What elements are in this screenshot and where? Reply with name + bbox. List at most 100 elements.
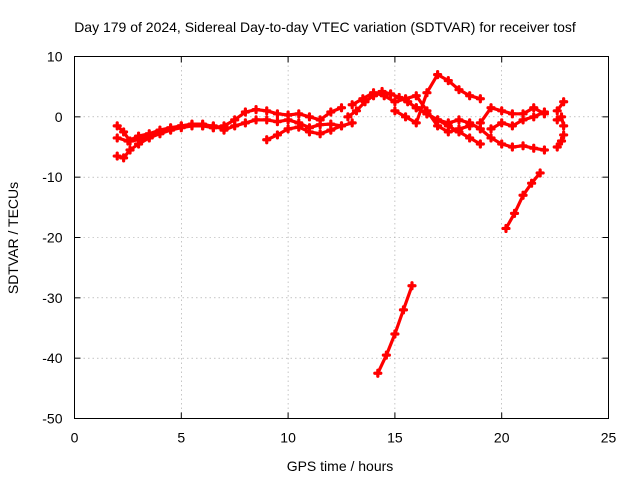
data-point (368, 88, 379, 98)
series-track-10 (411, 103, 550, 155)
series-track-12 (486, 107, 550, 134)
data-point (539, 145, 550, 155)
data-point (552, 106, 562, 116)
data-point (411, 118, 421, 128)
data-point (539, 107, 550, 117)
data-point (507, 142, 517, 152)
x-tick-label: 5 (177, 430, 185, 446)
data-point (315, 120, 325, 130)
data-point (501, 223, 511, 234)
y-tick-label: -50 (42, 411, 62, 427)
y-tick-label: 0 (55, 109, 63, 125)
data-point (535, 168, 545, 178)
data-point (497, 118, 507, 128)
data-point (433, 115, 443, 125)
data-point (336, 103, 347, 113)
data-point (272, 109, 283, 119)
y-tick-label: -10 (42, 169, 62, 185)
axis-ticks: 0 5 10 15 20 25 -50 -40 -30 -20 -10 0 10 (42, 49, 616, 446)
data-point (486, 103, 496, 113)
data-point (123, 136, 133, 146)
data-point (187, 120, 197, 130)
data-point (351, 106, 362, 116)
data-point (336, 121, 347, 131)
x-tick-label: 20 (494, 430, 510, 446)
data-point (347, 118, 357, 128)
data-point (527, 178, 537, 188)
data-point (262, 135, 272, 145)
data-point (559, 97, 569, 107)
data-point (119, 127, 129, 137)
y-axis-label: SDTVAR / TECUs (5, 182, 21, 294)
data-point (559, 121, 569, 131)
data-point (347, 100, 357, 110)
data-point (198, 121, 208, 131)
data-point (208, 123, 218, 133)
data-point (518, 115, 528, 125)
x-tick-label: 15 (387, 430, 403, 446)
data-point (552, 142, 562, 152)
data-point (556, 112, 567, 122)
data-point (358, 94, 368, 104)
series-track-3 (112, 120, 218, 146)
data-point (433, 70, 443, 80)
y-tick-label: -30 (42, 290, 62, 306)
data-point (529, 143, 539, 153)
data-point (373, 368, 383, 378)
data-point (251, 115, 261, 125)
data-point (422, 109, 432, 119)
data-point (443, 76, 453, 86)
data-point (326, 125, 336, 135)
series-line (115, 123, 215, 143)
data-point (529, 112, 539, 122)
data-point (125, 145, 135, 155)
data-point (155, 125, 165, 135)
data-point (272, 117, 283, 127)
data-point (486, 124, 496, 134)
data-point (400, 94, 411, 104)
data-point (486, 133, 496, 143)
data-point (112, 133, 122, 143)
series-track-4 (208, 103, 347, 133)
data-point (176, 121, 186, 131)
x-tick-label: 10 (280, 430, 296, 446)
data-point (509, 208, 520, 218)
data-point (262, 115, 272, 125)
data-point (556, 136, 567, 146)
x-axis-label: GPS time / hours (287, 458, 394, 474)
data-point (475, 118, 485, 128)
data-point (407, 281, 417, 291)
y-tick-label: -20 (42, 230, 62, 246)
data-point (294, 122, 304, 132)
data-point (304, 127, 315, 137)
data-point (326, 107, 336, 117)
data-point (552, 115, 562, 125)
data-point (219, 125, 229, 135)
data-point (386, 89, 396, 99)
series-track-16 (501, 168, 545, 234)
series-track-9 (390, 70, 485, 128)
data-point (283, 124, 293, 134)
y-tick-label: -40 (42, 350, 62, 366)
data-point (262, 106, 272, 116)
data-point (518, 141, 528, 151)
x-tick-label: 25 (601, 430, 617, 446)
data-point (411, 103, 421, 113)
x-tick-label: 0 (71, 430, 79, 446)
data-point (518, 190, 528, 200)
data-point (294, 109, 304, 119)
data-point (400, 112, 411, 122)
data-point (144, 129, 154, 139)
data-point (112, 151, 122, 161)
plot-frame (74, 56, 609, 419)
series-track-6 (262, 118, 357, 145)
data-point (454, 124, 464, 134)
data-point (381, 350, 391, 360)
data-point (507, 109, 517, 119)
data-point (454, 85, 464, 95)
series-track-8 (347, 88, 475, 137)
data-point (507, 121, 517, 131)
data-point (390, 97, 400, 107)
